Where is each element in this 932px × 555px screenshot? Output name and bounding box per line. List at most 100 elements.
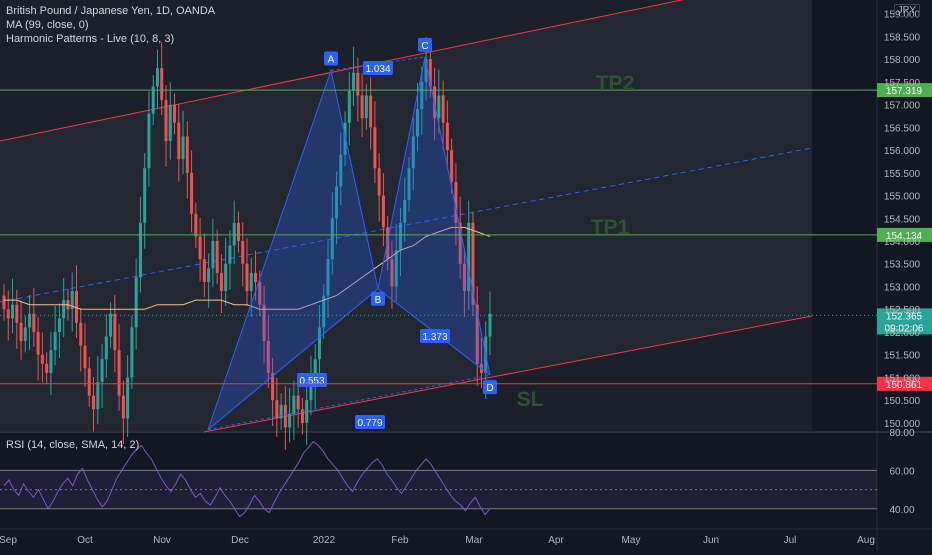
candle-body bbox=[211, 241, 215, 269]
candle-body bbox=[83, 345, 87, 369]
candle-body bbox=[335, 186, 339, 219]
candle-body bbox=[143, 168, 147, 223]
price-tick-label: 153.500 bbox=[884, 260, 921, 271]
ratio-label-xd-bg bbox=[355, 415, 385, 429]
candle-body bbox=[11, 304, 15, 319]
candle-body bbox=[441, 95, 445, 123]
candle-body bbox=[254, 272, 258, 282]
candle-body bbox=[130, 327, 134, 378]
time-tick-label: Sep bbox=[0, 535, 17, 546]
candle-body bbox=[87, 368, 91, 396]
candle-body bbox=[258, 281, 262, 305]
ma-line bbox=[4, 226, 491, 310]
rsi-tick-label: 60.00 bbox=[889, 466, 914, 477]
candle-body bbox=[445, 122, 449, 151]
candle-body bbox=[377, 168, 381, 196]
candle-body bbox=[57, 318, 61, 332]
candle-body bbox=[360, 95, 364, 119]
candle-body bbox=[309, 381, 313, 401]
candle-body bbox=[407, 168, 411, 201]
candle-body bbox=[275, 400, 279, 419]
candle-body bbox=[420, 81, 424, 110]
candle-body bbox=[160, 68, 164, 101]
last-price-value: 152.365 bbox=[886, 311, 923, 322]
candle-body bbox=[198, 236, 202, 260]
candle-body bbox=[19, 322, 23, 342]
price-tick-label: 151.500 bbox=[884, 351, 921, 362]
candle-body bbox=[279, 404, 283, 419]
candle-body bbox=[390, 259, 394, 287]
candle-body bbox=[262, 304, 266, 342]
candle-body bbox=[96, 381, 100, 410]
last-price-countdown: 09:02:06 bbox=[885, 323, 924, 334]
price-tag-tp1: 154.134 bbox=[886, 231, 923, 242]
pattern-point-a-bg bbox=[324, 51, 338, 66]
symbol-title[interactable]: British Pound / Japanese Yen, 1D, OANDA bbox=[6, 5, 216, 17]
candle-body bbox=[6, 309, 10, 319]
ratio-label-ac: 1.034 bbox=[365, 64, 390, 75]
candle-body bbox=[15, 304, 19, 323]
candle-body bbox=[271, 372, 275, 401]
harmonic-indicator-label[interactable]: Harmonic Patterns - Live (10, 8, 3) bbox=[6, 33, 175, 45]
pattern-point-b: B bbox=[375, 295, 382, 306]
candle-body bbox=[232, 222, 236, 246]
candle-body bbox=[283, 404, 287, 428]
candle-body bbox=[364, 95, 368, 119]
rsi-indicator-label[interactable]: RSI (14, close, SMA, 14, 2) bbox=[6, 439, 140, 451]
price-tick-label: 157.000 bbox=[884, 101, 921, 112]
candle-body bbox=[53, 331, 57, 351]
rsi-tick-label: 80.00 bbox=[889, 428, 914, 439]
candle-body bbox=[236, 222, 240, 242]
pattern-xb-line bbox=[207, 288, 379, 431]
candle-body bbox=[437, 95, 441, 119]
price-tick-label: 159.000 bbox=[884, 10, 921, 21]
pattern-point-c-bg bbox=[418, 37, 432, 52]
ratio-label-ac-bg bbox=[363, 61, 393, 75]
candle-body bbox=[45, 363, 49, 373]
candle-body bbox=[109, 313, 113, 337]
candle-body bbox=[326, 259, 330, 296]
pattern-xab-fill bbox=[208, 70, 378, 430]
label-sl: SL bbox=[517, 388, 544, 411]
candle-body bbox=[241, 241, 245, 264]
candle-body bbox=[356, 72, 360, 96]
candle-body bbox=[134, 277, 138, 328]
rsi-line bbox=[3, 440, 491, 518]
price-tick-label: 150.500 bbox=[884, 396, 921, 407]
candle-body bbox=[100, 359, 104, 382]
pattern-point-b-bg bbox=[371, 291, 385, 306]
price-tag-tp2: 157.319 bbox=[886, 86, 923, 97]
time-tick-label: Jul bbox=[784, 535, 797, 546]
candle-body bbox=[450, 150, 454, 182]
candle-body bbox=[40, 354, 44, 364]
candle-body bbox=[352, 72, 356, 91]
ratio-label-xd: 0.779 bbox=[357, 418, 382, 429]
pattern-point-a: A bbox=[328, 54, 335, 65]
ratio-label-xb: 0.553 bbox=[299, 376, 324, 387]
candle-body bbox=[462, 263, 466, 292]
price-tick-label: 151.000 bbox=[884, 373, 921, 384]
candle-body bbox=[228, 245, 232, 264]
currency-badge[interactable]: JPY bbox=[893, 4, 920, 17]
candle-body bbox=[147, 113, 151, 169]
ratio-label-bd-bg bbox=[420, 329, 450, 343]
candle-body bbox=[70, 291, 74, 310]
price-tick-label: 155.000 bbox=[884, 192, 921, 203]
candle-body bbox=[339, 154, 343, 187]
candle-body bbox=[23, 327, 27, 342]
candle-body bbox=[424, 59, 428, 82]
legend: British Pound / Japanese Yen, 1D, OANDA … bbox=[6, 4, 215, 46]
candle-body bbox=[224, 263, 228, 292]
candle-body bbox=[126, 377, 130, 419]
candle-body bbox=[428, 59, 432, 87]
ma-indicator-label[interactable]: MA (99, close, 0) bbox=[6, 19, 89, 31]
candle-body bbox=[194, 213, 198, 237]
candle-body bbox=[488, 313, 492, 337]
candle-body bbox=[104, 336, 108, 360]
candle-body bbox=[74, 291, 78, 323]
price-tick-label: 155.500 bbox=[884, 169, 921, 180]
candle-body bbox=[202, 259, 206, 282]
candle-body bbox=[458, 222, 462, 264]
